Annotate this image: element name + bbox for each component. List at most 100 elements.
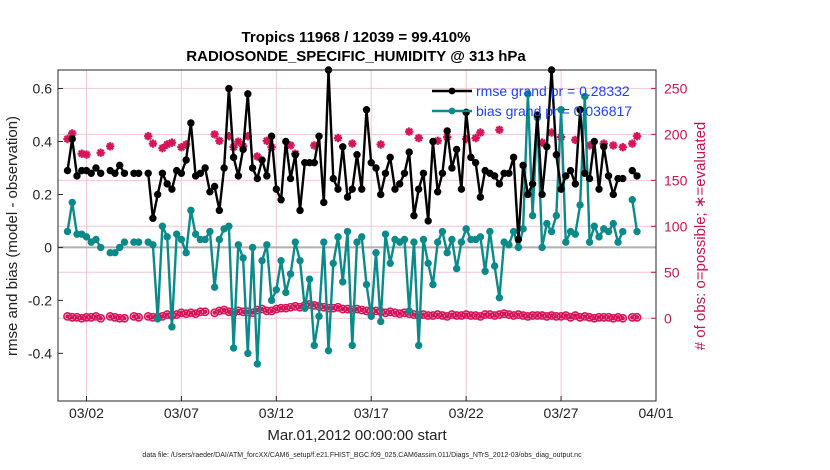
bias-point — [229, 344, 238, 352]
y-tick-label: 0.2 — [33, 186, 53, 202]
bias-point — [234, 241, 243, 249]
chart-title-line-1: Tropics 11968 / 12039 = 99.410% — [242, 29, 471, 46]
bias-point — [490, 262, 499, 270]
rmse-point — [244, 90, 252, 98]
legend-swatch-marker — [448, 87, 456, 95]
rmse-point — [419, 169, 428, 177]
rmse-point — [263, 172, 271, 180]
bias-point — [519, 225, 527, 233]
obs-evaluated-marker — [495, 125, 504, 134]
obs-evaluated-marker — [571, 135, 580, 145]
rmse-point — [291, 151, 300, 159]
rmse-point — [372, 164, 380, 172]
bias-point — [301, 304, 309, 313]
rmse-point — [600, 143, 608, 151]
rmse-point — [505, 169, 513, 177]
bias-point — [481, 267, 489, 275]
bias-point — [149, 241, 157, 249]
rmse-point — [234, 172, 243, 180]
obs-evaluated-marker — [471, 133, 480, 143]
bias-point — [433, 238, 442, 246]
rmse-point — [92, 164, 100, 172]
bias-point — [590, 222, 599, 230]
x-tick-label: 03/22 — [449, 405, 484, 421]
bias-point — [324, 346, 333, 355]
bias-point — [329, 259, 337, 268]
obs-possible-fill — [98, 316, 103, 321]
chart-title-line-2: RADIOSONDE_SPECIFIC_HUMIDITY @ 313 hPa — [186, 48, 526, 65]
bias-point — [486, 227, 494, 236]
rmse-point — [562, 172, 570, 180]
bias-point — [187, 206, 195, 215]
rmse-point — [538, 190, 546, 199]
bias-point — [609, 219, 617, 228]
bias-point — [505, 241, 513, 249]
obs-possible-marker — [618, 313, 628, 323]
bias-point — [581, 92, 589, 101]
obs-evaluated-marker — [632, 132, 642, 141]
obs-evaluated-marker — [181, 140, 191, 149]
obs-evaluated-marker — [262, 136, 271, 145]
bias-point — [476, 233, 485, 241]
data-file-footer: data file: /Users/raeder/DAI/ATM_forcXX/… — [142, 452, 582, 459]
obs-possible-fill — [122, 316, 127, 321]
bias-point — [206, 227, 214, 236]
obs-evaluated-marker — [144, 132, 153, 141]
rmse-point — [467, 153, 475, 162]
rmse-point — [201, 164, 209, 172]
bias-point — [419, 235, 428, 244]
bias-point — [576, 201, 584, 209]
rmse-point — [604, 172, 613, 180]
bias-point — [263, 241, 271, 249]
rmse-point — [149, 214, 157, 222]
rmse-point — [619, 174, 627, 183]
rmse-point — [258, 156, 266, 164]
x-axis-label: Mar.01,2012 00:00:00 start — [267, 427, 447, 444]
obs-evaluated-marker — [618, 143, 627, 152]
bias-point — [182, 249, 190, 257]
y-tick-label: 0.6 — [33, 81, 53, 97]
y-tick-label: -0.4 — [28, 345, 52, 361]
bias-point — [414, 341, 423, 350]
rmse-point — [362, 106, 371, 114]
bias-point — [429, 280, 437, 289]
rmse-point — [225, 84, 233, 93]
bias-point — [372, 249, 380, 257]
grid-lines — [58, 70, 657, 401]
rmse-point — [391, 185, 399, 193]
rmse-point — [282, 137, 290, 146]
bias-point — [153, 315, 162, 323]
rmse-point — [585, 174, 594, 183]
right-tick-label: 0 — [664, 310, 672, 326]
rmse-point — [495, 180, 504, 188]
bias-point — [277, 256, 285, 265]
rmse-point — [429, 137, 437, 146]
rmse-point — [120, 169, 129, 177]
bias-point — [538, 243, 546, 252]
rmse-point — [320, 198, 328, 207]
rmse-point — [433, 188, 442, 196]
bias-point — [509, 227, 518, 236]
obs-possible-fill — [202, 309, 208, 315]
rmse-point — [405, 148, 413, 156]
bias-point — [367, 312, 375, 320]
obs-evaluated-marker — [333, 133, 343, 143]
rmse-point — [448, 164, 456, 172]
rmse-point — [210, 182, 219, 191]
obs-evaluated-marker — [310, 141, 319, 150]
rmse-point — [239, 145, 247, 154]
rmse-point — [353, 151, 361, 159]
rmse-point — [339, 143, 347, 151]
rmse-point — [63, 166, 72, 175]
bias-point — [177, 235, 186, 244]
rmse-point — [571, 180, 580, 188]
obs-evaluated-marker — [433, 136, 442, 145]
rmse-point — [111, 169, 119, 177]
bias-point — [381, 230, 390, 238]
rmse-point — [410, 211, 418, 220]
rmse-point — [187, 119, 195, 127]
bias-point — [547, 227, 556, 236]
bias-point — [244, 349, 252, 358]
obs-evaluated-marker — [77, 149, 86, 158]
bias-point — [614, 238, 622, 246]
